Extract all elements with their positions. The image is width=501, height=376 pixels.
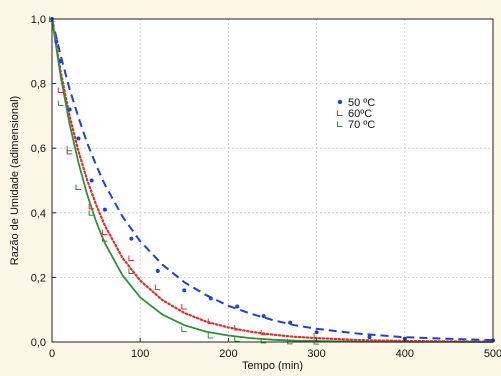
series-2-point [128,255,134,262]
legend-marker [337,121,343,127]
fit-curves [50,17,495,343]
series-2-point [234,324,240,331]
grid-lines [52,19,493,342]
series-3-point [128,268,134,274]
y-tick-label: 0,8 [31,79,46,91]
series-1-point [261,314,266,319]
plot-frame [51,18,494,343]
x-tick-label: 300 [307,348,325,360]
series-1-point [58,58,63,63]
series-2-point [57,87,64,94]
series-1-point [67,107,72,112]
series-3-point [101,236,108,242]
plot-area [52,19,493,342]
series-3-point [181,326,187,333]
legend-label: 50 ºC [348,97,375,109]
series-1-point [208,296,213,301]
series-3-point [57,100,64,106]
series-1-point [314,330,319,335]
x-tick-label: 500 [484,348,501,360]
series-1-point [182,288,187,293]
series-3-point [207,333,214,339]
series-1-point [76,136,81,141]
series-2-fit-curve [50,17,495,343]
series-2-point [207,318,214,325]
series-2-point [181,303,187,310]
series-2-point [88,203,95,210]
legend-marker [337,110,343,116]
series-1-fit-curve [51,18,494,342]
series-3-point [287,338,293,345]
series-1-point [235,304,240,309]
y-tick-label: 0,2 [31,272,46,284]
legend-label: 70 ºC [348,119,375,131]
data-points [49,16,495,345]
series-3-point [260,337,267,344]
y-tick-label: 0,0 [31,337,46,349]
series-3-point [313,339,320,345]
series-1-point [54,39,59,44]
y-tick-label: 0,4 [31,208,46,220]
series-3-point [88,210,95,216]
series-2-point [154,284,161,291]
y-tick-label: 0,6 [31,143,46,155]
legend-marker [337,99,343,105]
series-1-point [89,178,94,183]
series-1-point [102,207,107,212]
x-tick-label: 400 [396,348,414,360]
series-1-point [367,335,372,340]
series-2-point [260,329,267,336]
series-3-point [234,336,240,342]
legend-label: 60ºC [348,108,372,120]
series-3-point [66,145,73,152]
x-tick-label: 0 [49,348,55,360]
x-tick-label: 100 [131,348,149,360]
y-tick-label: 1,0 [31,14,46,26]
x-axis-title: Tempo (min) [242,360,303,371]
series-1-point [129,236,134,241]
series-2-point [101,229,108,236]
series-3-fit-curve [51,18,494,343]
series-1-point [155,268,160,273]
series-2-point [313,333,320,339]
series-1-point [288,320,293,325]
x-tick-label: 200 [219,348,237,360]
y-axis-title: Razão de Umidade (adimensional) [9,96,21,265]
axis-ticks: 0 100 200 300 400 500 0,0 0,2 0,4 0,6 0,8 1,0 [31,14,501,360]
series-3-point [75,184,81,190]
series-3-point [49,16,55,22]
